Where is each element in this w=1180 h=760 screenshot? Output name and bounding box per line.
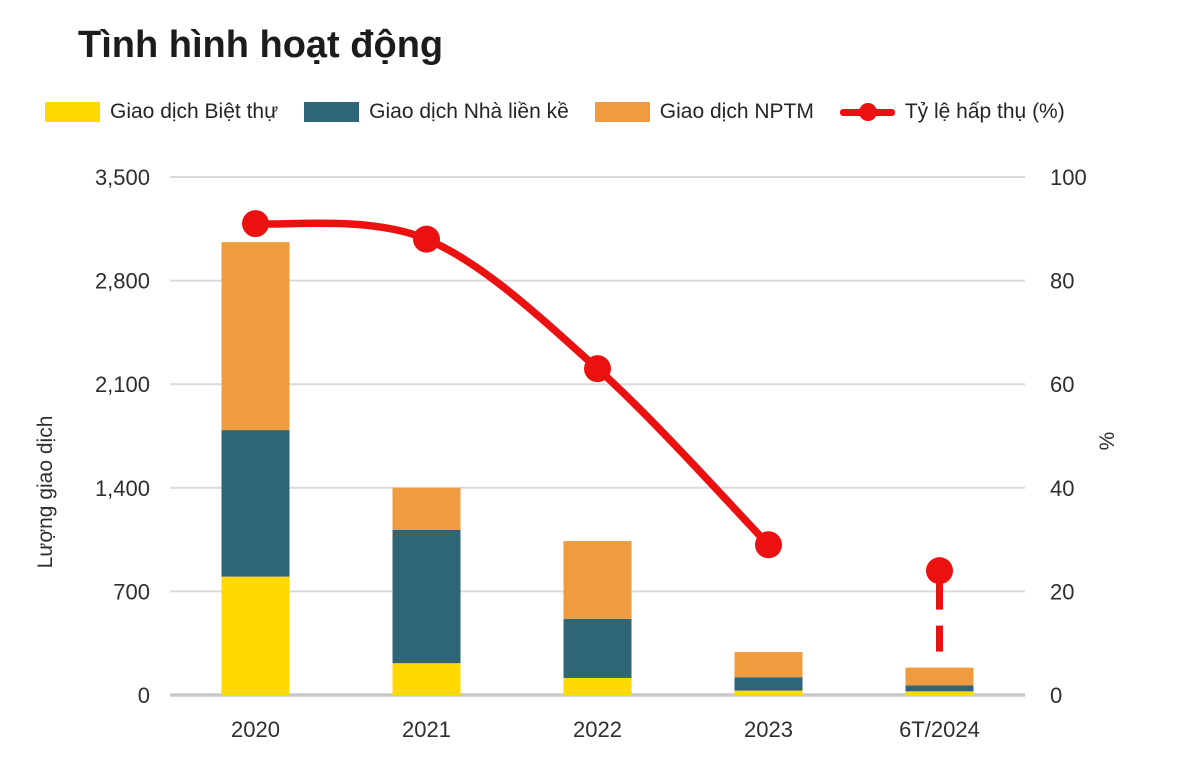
- legend-label: Giao dịch Nhà liền kề: [369, 100, 569, 123]
- absorption-rate-line[interactable]: [251, 219, 773, 549]
- legend-item-line[interactable]: Tỷ lệ hấp thụ (%): [839, 100, 1065, 124]
- legend-line-dot-icon: [839, 102, 895, 122]
- x-tick-label: 2020: [231, 717, 280, 742]
- y-right-tick-label: 80: [1050, 269, 1074, 294]
- y-right-tick-label: 100: [1050, 165, 1087, 190]
- bar-segment-2020-series1[interactable]: [221, 430, 290, 577]
- legend-label: Giao dịch NPTM: [659, 100, 814, 123]
- y-left-tick-label: 1,400: [95, 476, 150, 501]
- y-left-tick-label: 2,800: [95, 269, 150, 294]
- y-right-tick-label: 20: [1050, 579, 1074, 604]
- bar-segment-2021-series1[interactable]: [392, 529, 461, 664]
- y-left-tick-label: 700: [113, 579, 150, 604]
- legend-item-series2[interactable]: Giao dịch NPTM: [594, 100, 814, 124]
- legend-swatch-icon: [45, 102, 100, 122]
- x-tick-label: 2021: [402, 717, 451, 742]
- line-data-point-2022[interactable]: [584, 355, 611, 383]
- y-right-tick-label: 0: [1050, 683, 1062, 708]
- bar-segment-2023-series2[interactable]: [734, 652, 803, 678]
- legend-item-series0[interactable]: Giao dịch Biệt thự: [45, 100, 278, 124]
- bar-segment-6T/2024-series1[interactable]: [905, 685, 974, 692]
- bar-segment-2021-series0[interactable]: [392, 663, 461, 695]
- bar-segment-2023-series0[interactable]: [734, 690, 803, 695]
- legend-label: Tỷ lệ hấp thụ (%): [904, 100, 1065, 123]
- line-data-point-6T/2024[interactable]: [926, 557, 953, 585]
- chart-title: Tình hình hoạt động: [78, 24, 444, 66]
- x-tick-label: 2023: [744, 717, 793, 742]
- bar-segment-2020-series2[interactable]: [221, 242, 290, 431]
- legend-label: Giao dịch Biệt thự: [110, 100, 279, 123]
- line-data-point-2021[interactable]: [413, 225, 440, 253]
- legend-swatch-icon: [304, 102, 360, 122]
- bar-segment-2020-series0[interactable]: [221, 576, 290, 695]
- x-tick-label: 2022: [573, 717, 622, 742]
- y-left-axis-title: Lượng giao dịch: [34, 416, 57, 569]
- line-data-point-2023[interactable]: [755, 531, 782, 559]
- legend-swatch-icon: [594, 102, 650, 122]
- bar-segment-2021-series2[interactable]: [392, 487, 461, 530]
- x-tick-label: 6T/2024: [899, 717, 980, 742]
- y-right-tick-label: 60: [1050, 372, 1074, 397]
- y-right-tick-label: 40: [1050, 476, 1074, 501]
- bar-segment-2022-series0[interactable]: [563, 677, 632, 695]
- bar-segment-2022-series2[interactable]: [563, 541, 632, 619]
- bar-segment-6T/2024-series2[interactable]: [905, 667, 974, 686]
- bar-segment-2023-series1[interactable]: [734, 677, 803, 691]
- legend: Giao dịch Biệt thự Giao dịch Nhà liền kề G…: [45, 100, 1065, 124]
- legend-item-series1[interactable]: Giao dịch Nhà liền kề: [304, 100, 569, 124]
- y-left-tick-label: 2,100: [95, 372, 150, 397]
- bar-segment-2022-series1[interactable]: [563, 618, 632, 678]
- y-right-axis-title: %: [1096, 432, 1119, 451]
- y-left-tick-label: 3,500: [95, 165, 150, 190]
- bar-segment-6T/2024-series0[interactable]: [905, 691, 974, 695]
- line-data-point-2020[interactable]: [242, 210, 269, 238]
- y-left-tick-label: 0: [138, 683, 150, 708]
